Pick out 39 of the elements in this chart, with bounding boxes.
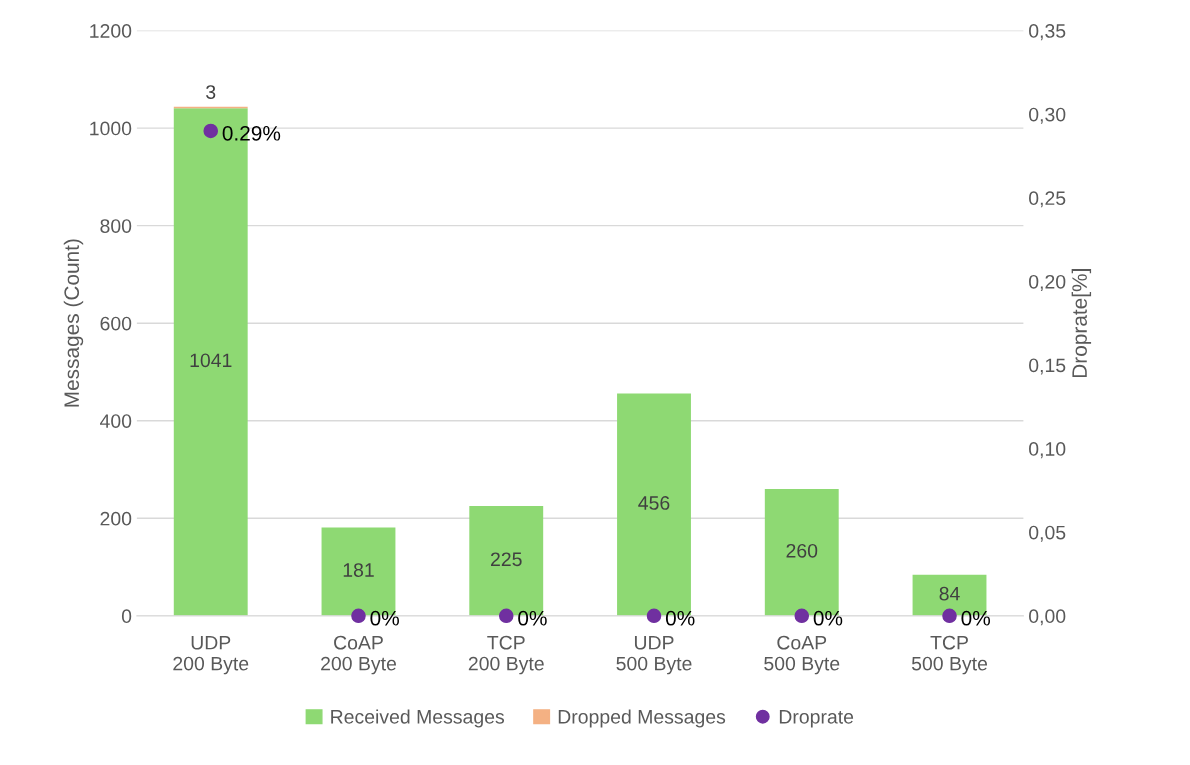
y2-tick-label: 0,35 — [1029, 24, 1066, 41]
legend-label: Received Messages — [331, 709, 505, 728]
y-tick-label: 800 — [100, 219, 132, 233]
legend-label: Dropped Messages — [558, 709, 726, 728]
data-label: 1041 — [190, 353, 232, 368]
y-tick-label: 0 — [121, 609, 132, 624]
data-label: 0% — [961, 610, 990, 626]
data-label: 3 — [206, 85, 216, 99]
y2-tick-label: 0,15 — [1029, 358, 1066, 375]
x-tick-label: CoAP 500 Byte — [764, 635, 840, 675]
data-label: 181 — [343, 563, 374, 577]
x-tick-label: TCP 200 Byte — [468, 635, 544, 675]
y-axis-title: Messages (Count) — [63, 239, 84, 407]
data-label: 225 — [491, 552, 522, 567]
data-label: 0% — [665, 610, 695, 626]
y2-tick-label: 0,25 — [1029, 191, 1066, 208]
legend-label: Droprate — [779, 710, 854, 728]
y2-tick-label: 0,20 — [1029, 274, 1066, 291]
data-label: 0% — [370, 610, 399, 626]
x-tick-label: TCP 500 Byte — [911, 635, 988, 675]
y-tick-label: 200 — [100, 511, 132, 526]
y2-tick-label: 0,30 — [1029, 107, 1066, 124]
y2-axis-title: Droprate[%] — [1071, 269, 1092, 378]
y2-tick-label: 0,00 — [1029, 609, 1066, 626]
y-tick-label: 1200 — [90, 24, 132, 38]
data-label: 260 — [786, 543, 818, 558]
x-tick-label: CoAP 200 Byte — [321, 635, 396, 675]
y2-tick-label: 0,10 — [1029, 442, 1066, 459]
x-tick-label: UDP 200 Byte — [173, 635, 249, 675]
y-tick-label: 400 — [100, 414, 132, 428]
y-tick-label: 1000 — [90, 121, 132, 136]
data-label: 456 — [638, 496, 670, 510]
data-label: 84 — [939, 586, 960, 601]
data-label: 0.29% — [222, 125, 281, 141]
x-tick-label: UDP 500 Byte — [616, 635, 692, 675]
y2-tick-label: 0,05 — [1029, 525, 1066, 542]
data-label: 0% — [813, 610, 843, 626]
data-label: 0% — [518, 610, 547, 626]
y-tick-label: 600 — [100, 316, 132, 331]
